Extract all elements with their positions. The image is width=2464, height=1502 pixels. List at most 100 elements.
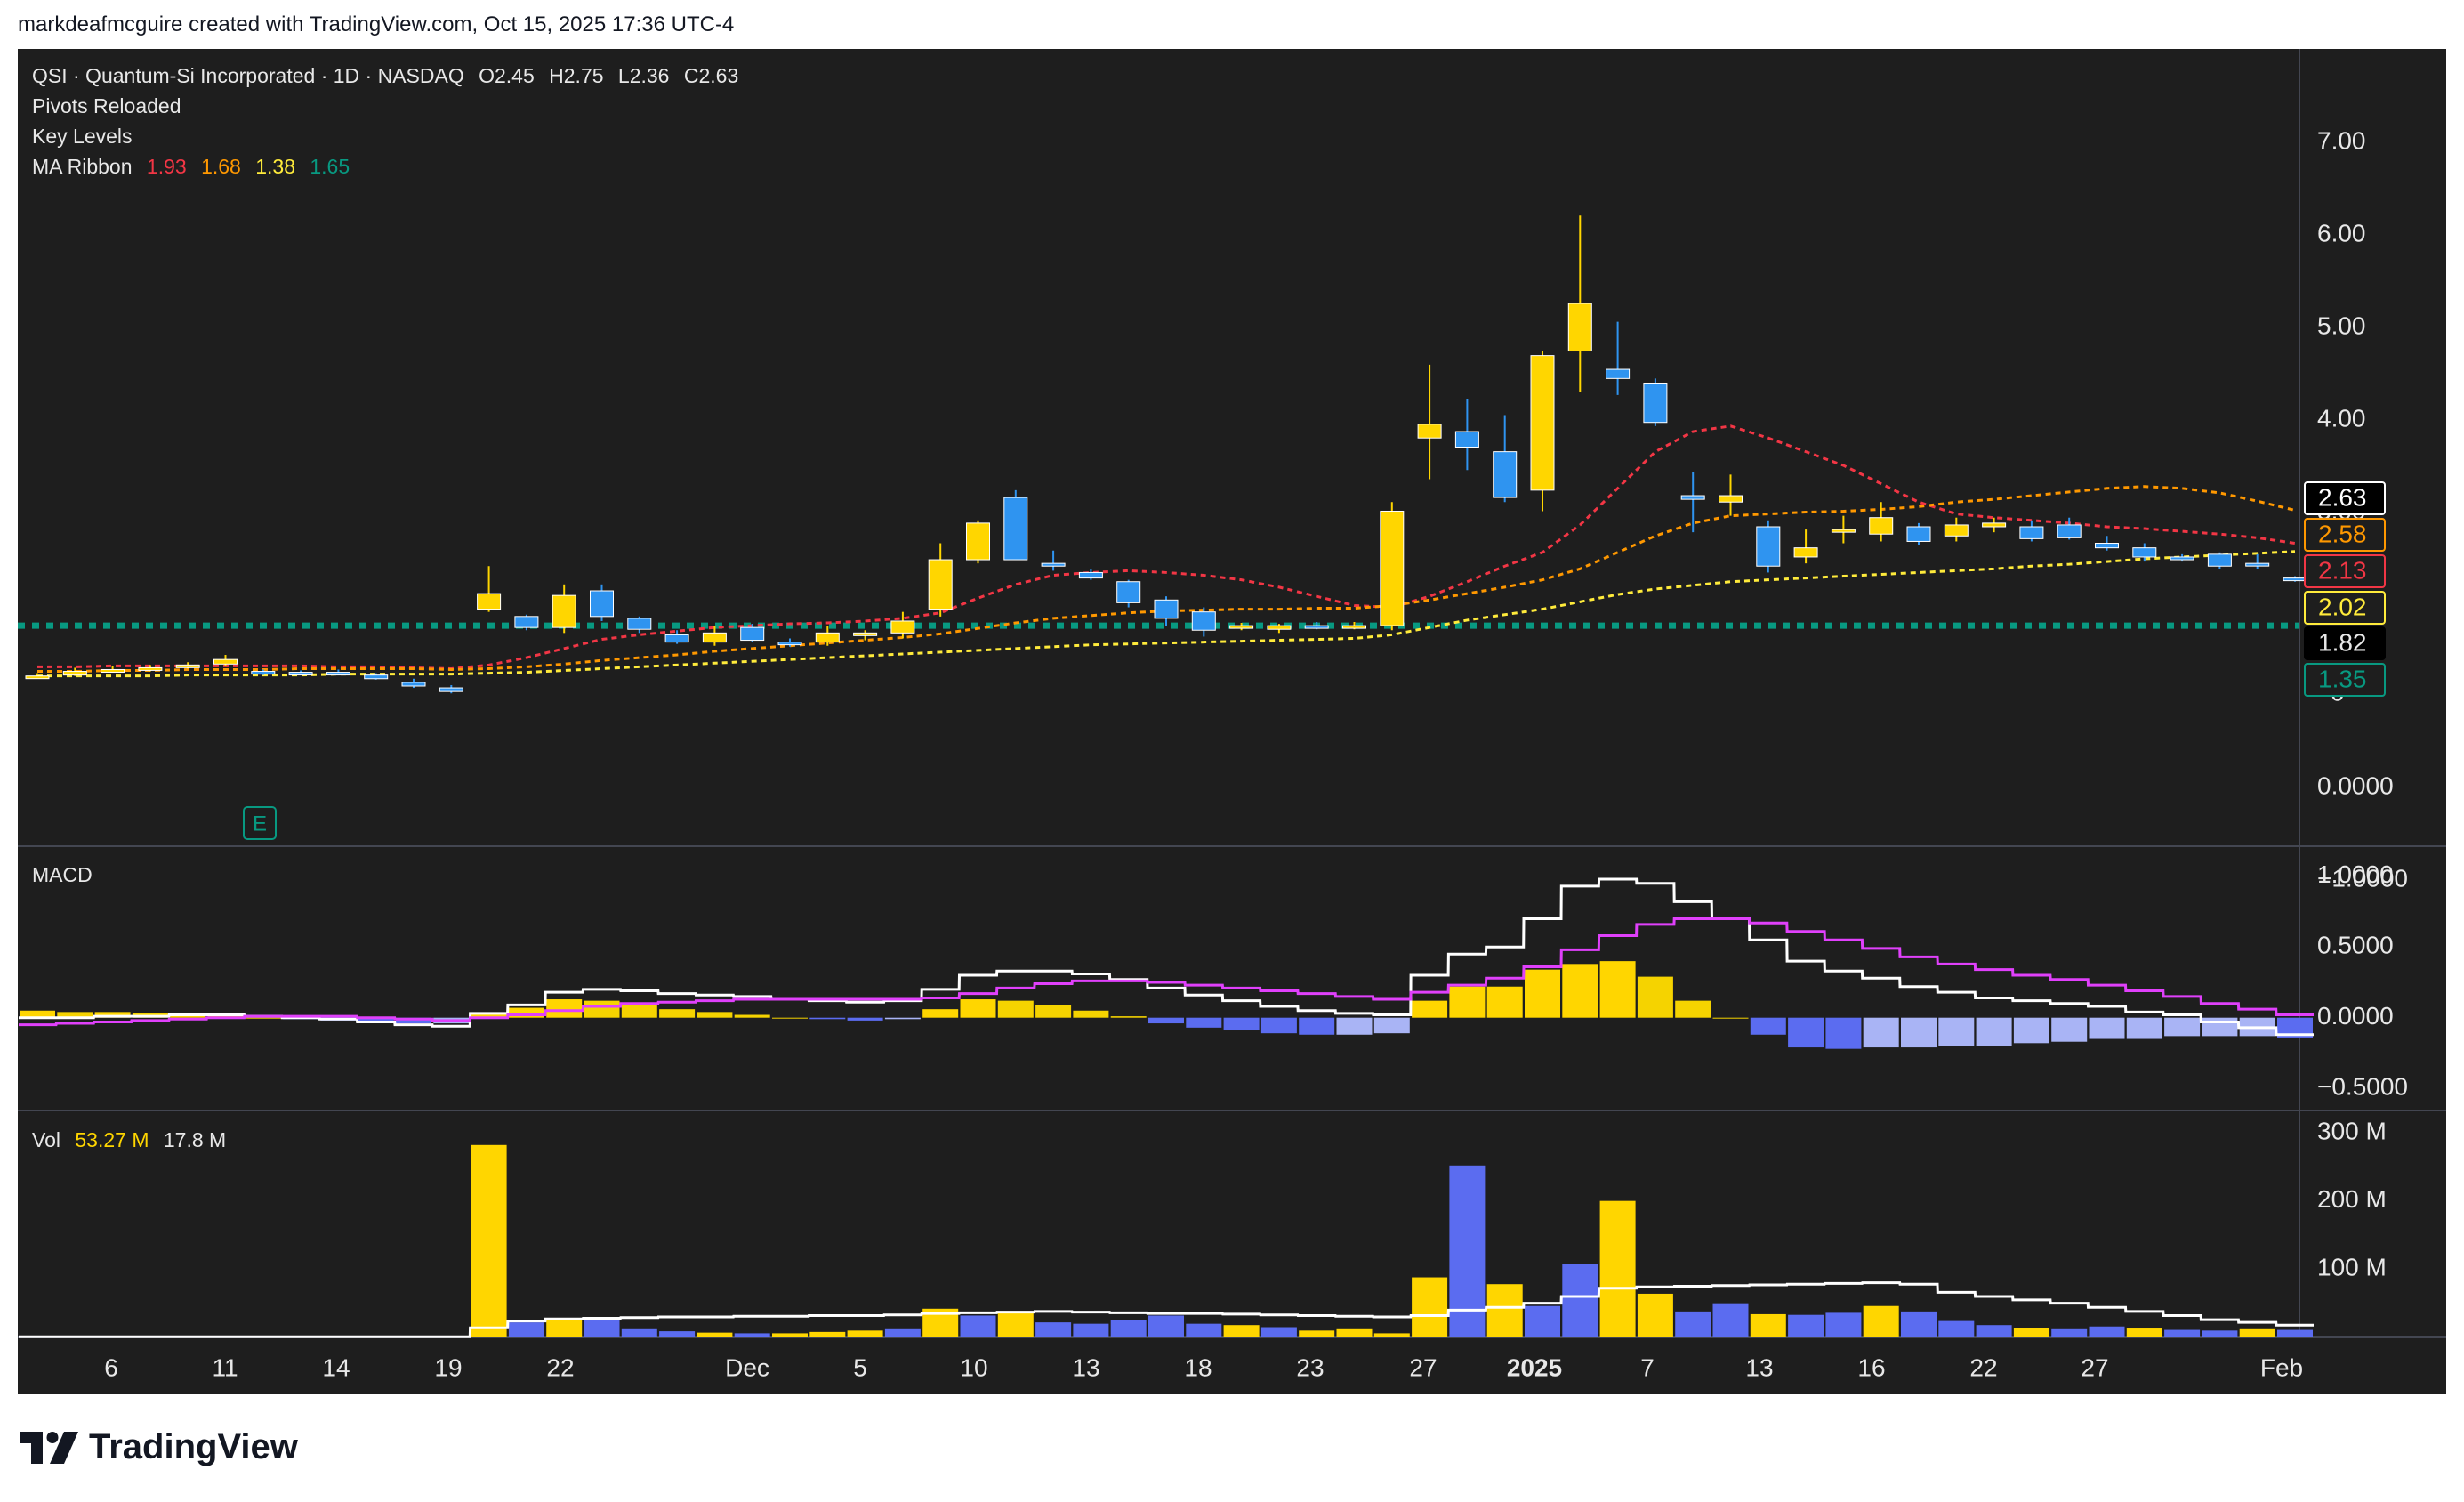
macd-hist-bar [734, 1014, 770, 1018]
earnings-marker-box [243, 806, 277, 840]
volume-bar [1148, 1315, 1184, 1337]
candle-body [477, 593, 502, 610]
ma-line-3 [37, 550, 2296, 678]
candle [1606, 321, 1631, 395]
candle [2057, 517, 2082, 540]
price-label: 1.35 [2304, 663, 2386, 697]
candle-body [2019, 526, 2044, 539]
volume-bar [1599, 1200, 1636, 1337]
macd-hist-bar [1938, 1017, 1975, 1046]
candle-body [1906, 526, 1931, 542]
chart-frame[interactable]: 7.006.005.004.003.0000.0000−1.00001.0000… [18, 49, 2446, 1394]
candle [1267, 624, 1292, 634]
macd-hist-bar [245, 1017, 281, 1019]
ohlc-high: H2.75 [549, 64, 604, 87]
candle-body [1680, 495, 1705, 500]
candle [251, 669, 276, 675]
macd-hist-bar [2126, 1017, 2162, 1039]
candle-body [590, 590, 614, 618]
volume-bar [884, 1328, 921, 1337]
candle [364, 673, 389, 680]
candle-body [2283, 577, 2307, 582]
symbol-title: QSI · Quantum-Si Incorporated · 1D · NAS… [32, 64, 464, 87]
volume-tick-label: 200 M [2317, 1185, 2387, 1213]
candle [1793, 529, 1818, 564]
volume-bar [847, 1330, 883, 1337]
volume-bar [1110, 1320, 1147, 1337]
volume-bar [1712, 1303, 1749, 1337]
volume-bar [734, 1333, 770, 1337]
price-tick-label: −1.0000 [2317, 864, 2408, 892]
macd-hist-bar [1073, 1010, 1109, 1018]
macd-hist-bar [1299, 1017, 1335, 1035]
candle [25, 673, 50, 680]
legend-volume[interactable]: Vol 53.27 M 17.8 M [32, 1128, 235, 1152]
candle-body [1643, 382, 1668, 424]
candle [590, 584, 614, 621]
legend-pivots[interactable]: Pivots Reloaded [32, 94, 181, 117]
macd-hist-bar [94, 1012, 131, 1018]
time-tick-label: 22 [546, 1353, 574, 1381]
candle-body [101, 668, 125, 673]
time-tick-label: 23 [1296, 1353, 1324, 1381]
candle-body [552, 594, 576, 628]
volume-bar [2277, 1329, 2313, 1337]
macd-hist-bar [1637, 976, 1673, 1018]
legend-macd[interactable]: MACD [32, 863, 93, 886]
candle [1454, 398, 1479, 471]
volume-bar [1901, 1311, 1937, 1337]
candle-body [664, 634, 689, 643]
price-label: 1.82 [2304, 626, 2386, 660]
candle-body [138, 666, 163, 671]
macd-hist-bar [358, 1017, 394, 1022]
volume-bars [20, 1144, 2313, 1338]
volume-bar [1825, 1312, 1862, 1337]
price-tick-label: 5.00 [2317, 311, 2366, 339]
candle [777, 638, 802, 647]
volume-bar [2051, 1328, 2088, 1337]
volume-bar [2013, 1328, 2049, 1337]
ohlc-close: C2.63 [683, 64, 739, 87]
candle-body [1944, 524, 1969, 537]
candle [1982, 517, 2007, 533]
candle-body [1493, 451, 1518, 498]
macd-hist-bar [1186, 1017, 1222, 1028]
candle [2283, 576, 2307, 582]
macd-hist-bar [2013, 1017, 2049, 1044]
legend-main[interactable]: QSI · Quantum-Si Incorporated · 1D · NAS… [32, 64, 747, 88]
candle-body [25, 675, 50, 680]
macd-tick-label: 1.0000 [2317, 860, 2394, 888]
time-tick-label: 10 [960, 1353, 987, 1381]
volume-bar [1486, 1284, 1523, 1337]
time-tick-label: 11 [212, 1353, 238, 1381]
candle-body [1831, 529, 1856, 533]
time-tick-label: 18 [1184, 1353, 1212, 1381]
ma-line-2 [37, 485, 2296, 674]
candle-body [1116, 581, 1141, 603]
volume-bar [2202, 1330, 2238, 1337]
candle [326, 669, 350, 676]
price-label-box [2304, 518, 2386, 552]
candle-body [627, 618, 652, 630]
legend-ma-ribbon[interactable]: MA Ribbon 1.93 1.68 1.38 1.65 [32, 155, 358, 179]
macd-hist-bar [960, 999, 996, 1018]
price-label-box [2304, 481, 2386, 515]
candle [1831, 515, 1856, 544]
candle [664, 630, 689, 644]
candle-body [966, 522, 990, 561]
candle [1304, 621, 1329, 630]
candle [1869, 502, 1894, 542]
macd-hist-bar [1599, 961, 1636, 1018]
chart-canvas[interactable]: 7.006.005.004.003.0000.0000−1.00001.0000… [18, 49, 2446, 1394]
macd-hist-bar [1863, 1017, 1899, 1048]
candle-body [1719, 495, 1743, 503]
macd-hist-bar [1223, 1017, 1260, 1031]
earnings-marker-text: E [253, 812, 267, 836]
time-tick-label: Feb [2260, 1353, 2303, 1381]
candle [1530, 351, 1555, 512]
ma-value-4: 1.65 [310, 155, 350, 178]
tradingview-logo[interactable]: TradingView [20, 1427, 298, 1467]
candle-body [1530, 355, 1555, 491]
candle-body [1982, 522, 2007, 528]
legend-key-levels[interactable]: Key Levels [32, 125, 133, 148]
